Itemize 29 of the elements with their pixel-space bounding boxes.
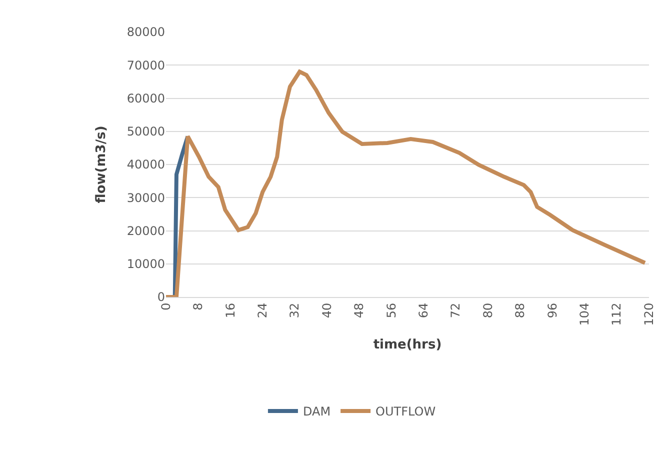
x-tick-label: 24 [256, 302, 270, 318]
x-tick-label: 72 [448, 302, 463, 318]
x-tick-label: 64 [416, 302, 430, 318]
x-tick-label: 32 [288, 302, 302, 318]
x-tick-label: 88 [513, 302, 528, 318]
x-tick-label: 96 [545, 302, 560, 318]
x-tick-label: 40 [320, 302, 334, 318]
y-tick-label: 50000 [126, 124, 165, 139]
x-axis-title: time(hrs) [373, 337, 442, 352]
y-tick-label: 40000 [126, 158, 165, 172]
x-tick-label: 104 [578, 302, 592, 326]
x-tick-label: 0 [158, 302, 173, 310]
y-tick-label: 60000 [126, 91, 165, 106]
line-series [166, 70, 647, 297]
x-tick-label: 112 [610, 302, 624, 326]
legend-label: DAM [302, 404, 331, 419]
y-axis-title: flow(m3/s) [94, 126, 109, 204]
x-tick-label: 16 [223, 302, 238, 318]
x-tick-label: 80 [480, 302, 495, 318]
y-tick-label: 20000 [126, 224, 165, 238]
x-tick-label: 56 [384, 302, 398, 318]
y-tick-label: 80000 [126, 25, 165, 40]
y-tick-label: 10000 [126, 257, 165, 272]
legend-label: OUTFLOW [376, 404, 436, 419]
y-tick-label: 30000 [126, 190, 165, 205]
x-tick-label: 120 [642, 302, 656, 326]
y-tick-label: 70000 [126, 58, 165, 72]
x-tick-label: 8 [191, 302, 206, 310]
x-tick-label: 48 [352, 302, 366, 318]
